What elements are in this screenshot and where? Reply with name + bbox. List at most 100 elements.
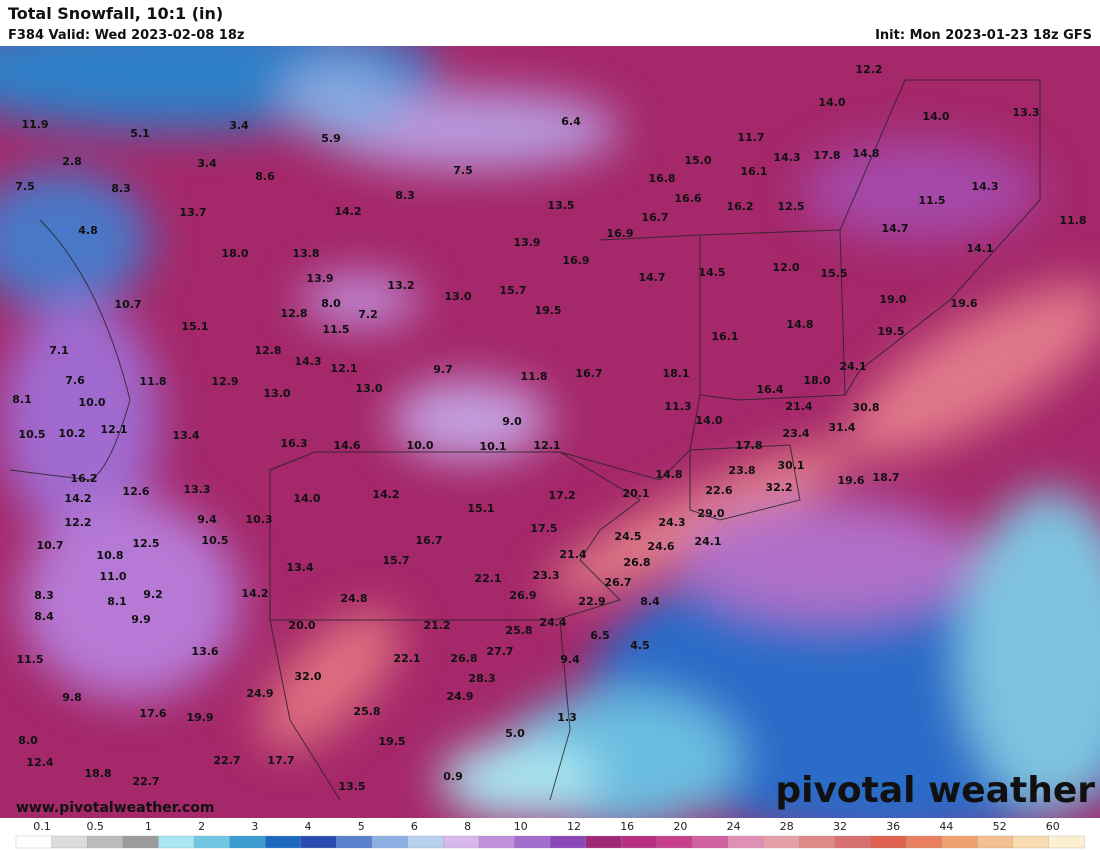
snowfall-label: 13.9 — [513, 236, 540, 249]
colorbar-swatch — [692, 835, 729, 849]
snowfall-label: 32.0 — [294, 670, 321, 683]
colorbar-swatch — [478, 835, 516, 849]
snowfall-label: 10.5 — [18, 428, 45, 441]
snowfall-label: 10.7 — [114, 298, 141, 311]
snowfall-label: 22.9 — [578, 595, 605, 608]
snowfall-label: 11.5 — [322, 323, 349, 336]
colorbar-tick-label: 44 — [939, 820, 953, 833]
snowfall-label: 10.0 — [78, 396, 105, 409]
snowfall-label: 12.1 — [330, 362, 357, 375]
snowfall-label: 9.8 — [62, 691, 82, 704]
snowfall-label: 14.2 — [241, 587, 268, 600]
snowfall-label: 8.1 — [12, 393, 32, 406]
snowfall-label: 28.3 — [468, 672, 495, 685]
snowfall-label: 19.5 — [534, 304, 561, 317]
colorbar-swatch — [407, 835, 444, 849]
snowfall-label: 12.2 — [855, 63, 882, 76]
colorbar: 0.1 0.5 1 2 3 4 5 6 8 10 12 16 20 24 28 32 36 44 52 60 — [0, 818, 1100, 850]
snowfall-label: 9.2 — [143, 588, 163, 601]
snowfall-label: 26.8 — [623, 556, 650, 569]
snowfall-label: 10.3 — [245, 513, 272, 526]
colorbar-swatch — [15, 835, 53, 849]
snowfall-label: 12.0 — [772, 261, 799, 274]
colorbar-swatch — [336, 835, 373, 849]
snow-field — [0, 46, 1100, 818]
colorbar-swatch — [193, 835, 231, 849]
snowfall-label: 13.7 — [179, 206, 206, 219]
snowfall-label: 24.3 — [658, 516, 685, 529]
snowfall-label: 14.7 — [638, 271, 665, 284]
colorbar-swatch — [1012, 835, 1050, 849]
snowfall-label: 12.6 — [122, 485, 149, 498]
snowfall-label: 5.0 — [505, 727, 525, 740]
snowfall-label: 14.1 — [966, 242, 993, 255]
snowfall-label: 8.0 — [18, 734, 38, 747]
snowfall-label: 16.4 — [756, 383, 783, 396]
colorbar-swatch — [229, 835, 266, 849]
colorbar-tick-label: 0.1 — [33, 820, 51, 833]
snowfall-label: 24.8 — [340, 592, 367, 605]
colorbar-swatch — [158, 835, 195, 849]
colorbar-swatch — [977, 835, 1014, 849]
snowfall-label: 3.4 — [229, 119, 249, 132]
snowfall-label: 11.0 — [99, 570, 126, 583]
colorbar-swatch — [799, 835, 836, 849]
snowfall-label: 12.5 — [132, 537, 159, 550]
snowfall-label: 5.1 — [130, 127, 150, 140]
colorbar-tick-label: 52 — [993, 820, 1007, 833]
snowfall-label: 10.8 — [96, 549, 123, 562]
snowfall-label: 31.4 — [828, 421, 855, 434]
snowfall-label: 9.4 — [560, 653, 580, 666]
colorbar-swatch — [265, 835, 302, 849]
snowfall-label: 6.4 — [561, 115, 581, 128]
snowfall-label: 14.7 — [881, 222, 908, 235]
snowfall-label: 19.5 — [877, 325, 904, 338]
snowfall-label: 17.7 — [267, 754, 294, 767]
snowfall-label: 8.4 — [34, 610, 54, 623]
snowfall-label: 8.0 — [321, 297, 341, 310]
snowfall-label: 7.6 — [65, 374, 85, 387]
snowfall-label: 14.8 — [786, 318, 813, 331]
snowfall-label: 12.8 — [254, 344, 281, 357]
snowfall-label: 12.1 — [100, 423, 127, 436]
snowfall-label: 16.7 — [415, 534, 442, 547]
colorbar-tick-label: 36 — [886, 820, 900, 833]
snowfall-label: 2.8 — [62, 155, 82, 168]
snowfall-label: 13.0 — [444, 290, 471, 303]
snowfall-label: 23.8 — [728, 464, 755, 477]
snowfall-label: 12.4 — [26, 756, 53, 769]
snowfall-label: 14.8 — [655, 468, 682, 481]
snowfall-label: 7.5 — [15, 180, 35, 193]
colorbar-tick-label: 60 — [1046, 820, 1060, 833]
snowfall-label: 24.5 — [614, 530, 641, 543]
snowfall-label: 16.7 — [575, 367, 602, 380]
colorbar-swatch — [763, 835, 800, 849]
snowfall-label: 26.9 — [509, 589, 536, 602]
snowfall-label: 13.8 — [292, 247, 319, 260]
snowfall-label: 15.7 — [382, 554, 409, 567]
snowfall-label: 13.6 — [191, 645, 218, 658]
snowfall-label: 18.0 — [803, 374, 830, 387]
snowfall-label: 19.6 — [837, 474, 864, 487]
snowfall-label: 13.0 — [263, 387, 290, 400]
snowfall-label: 29.0 — [697, 507, 724, 520]
snowfall-label: 22.1 — [393, 652, 420, 665]
snowfall-label: 6.5 — [590, 629, 610, 642]
colorbar-tick-label: 20 — [673, 820, 687, 833]
snowfall-label: 9.4 — [197, 513, 217, 526]
snowfall-label: 11.7 — [737, 131, 764, 144]
snowfall-label: 11.5 — [918, 194, 945, 207]
colorbar-swatch — [122, 835, 160, 849]
snowfall-label: 23.4 — [782, 427, 809, 440]
snowfall-label: 24.4 — [539, 616, 566, 629]
colorbar-tick-label: 3 — [251, 820, 258, 833]
snowfall-label: 13.3 — [183, 483, 210, 496]
snowfall-label: 12.8 — [280, 307, 307, 320]
colorbar-swatch — [514, 835, 551, 849]
snowfall-label: 20.0 — [288, 619, 315, 632]
snowfall-label: 22.7 — [213, 754, 240, 767]
snowfall-label: 16.1 — [711, 330, 738, 343]
snowfall-label: 14.5 — [698, 266, 725, 279]
snowfall-label: 11.9 — [21, 118, 48, 131]
snowfall-label: 9.7 — [433, 363, 453, 376]
